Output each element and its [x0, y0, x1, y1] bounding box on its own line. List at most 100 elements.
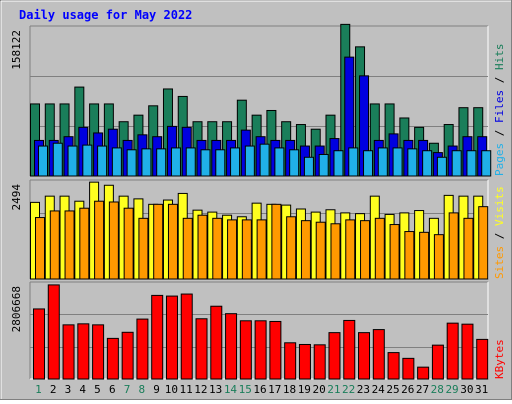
panel-kbytes: 2806668 KBytes — [10, 281, 506, 380]
bar-kbytes-day-18 — [284, 342, 297, 380]
bar-kbytes-day-15 — [239, 320, 252, 380]
x-tick-label-day-10: 10 — [165, 383, 178, 396]
x-tick-label-day-12: 12 — [194, 383, 207, 396]
bar-sites-day-18 — [286, 216, 297, 280]
x-tick-label-day-8: 8 — [138, 383, 145, 396]
bar-pages-day-19 — [303, 156, 314, 177]
bar-kbytes-day-1 — [33, 308, 45, 380]
x-tick-label-day-30: 30 — [460, 383, 473, 396]
bar-sites-day-16 — [256, 219, 267, 280]
bar-sites-day-5 — [94, 200, 105, 280]
bar-kbytes-day-7 — [121, 331, 134, 380]
bar-kbytes-day-8 — [136, 318, 149, 380]
bar-pages-day-11 — [185, 147, 196, 177]
bar-kbytes-day-16 — [254, 320, 267, 380]
bar-pages-day-17 — [274, 147, 285, 177]
bar-kbytes-day-31 — [476, 338, 489, 380]
bar-pages-day-9 — [156, 148, 167, 177]
x-tick-label-day-4: 4 — [79, 383, 86, 396]
bar-kbytes-day-27 — [417, 366, 430, 380]
bar-kbytes-day-23 — [358, 332, 371, 380]
legend-pages: Pages — [493, 143, 506, 176]
legend-visits: Visits — [493, 186, 506, 226]
bar-pages-day-12 — [200, 149, 211, 177]
x-tick-label-day-29: 29 — [445, 383, 458, 396]
x-tick-label-day-24: 24 — [372, 383, 386, 396]
x-tick-label-day-3: 3 — [65, 383, 72, 396]
bar-sites-day-7 — [123, 207, 134, 280]
bar-pages-day-13 — [215, 149, 226, 177]
bar-sites-day-23 — [360, 220, 371, 280]
x-tick-label-day-1: 1 — [35, 383, 42, 396]
bar-kbytes-day-24 — [372, 329, 385, 380]
bar-kbytes-day-10 — [165, 295, 178, 380]
bar-pages-day-2 — [52, 142, 63, 177]
bar-sites-day-11 — [182, 217, 193, 280]
bar-kbytes-day-6 — [106, 337, 119, 380]
bar-kbytes-day-22 — [343, 319, 356, 380]
bar-kbytes-day-14 — [225, 313, 238, 380]
x-tick-label-day-11: 11 — [180, 383, 193, 396]
y-max-label: 2806668 — [10, 286, 23, 332]
bar-pages-day-20 — [318, 153, 329, 177]
bar-sites-day-10 — [167, 203, 178, 280]
x-tick-label-day-6: 6 — [109, 383, 116, 396]
bar-pages-day-16 — [259, 143, 270, 177]
x-tick-label-day-17: 17 — [268, 383, 281, 396]
bar-pages-day-18 — [289, 149, 300, 177]
bar-sites-day-25 — [389, 224, 400, 280]
bar-kbytes-day-21 — [328, 332, 341, 380]
bar-kbytes-day-4 — [77, 323, 90, 380]
bar-sites-day-26 — [404, 231, 415, 280]
panel-hits-files-pages: 158122 Pages / Files / Hits — [10, 23, 506, 177]
x-tick-label-day-19: 19 — [298, 383, 311, 396]
series-legend: KBytes — [493, 339, 506, 379]
bar-sites-day-3 — [64, 210, 75, 280]
series-legend: Pages / Files / Hits — [493, 44, 506, 177]
bar-pages-day-8 — [141, 148, 152, 177]
x-tick-label-day-14: 14 — [224, 383, 238, 396]
bar-pages-day-28 — [436, 156, 447, 177]
bar-pages-day-5 — [97, 145, 108, 177]
bar-pages-day-31 — [481, 150, 492, 177]
x-tick-label-day-9: 9 — [153, 383, 160, 396]
x-tick-label-day-5: 5 — [94, 383, 101, 396]
x-tick-label-day-28: 28 — [431, 383, 444, 396]
x-tick-label-day-16: 16 — [253, 383, 266, 396]
bar-kbytes-day-5 — [92, 324, 105, 380]
x-tick-label-day-20: 20 — [312, 383, 325, 396]
bar-sites-day-12 — [197, 214, 208, 280]
bar-sites-day-24 — [374, 217, 385, 280]
bar-sites-day-31 — [478, 206, 489, 280]
bar-sites-day-13 — [212, 217, 223, 280]
bar-sites-day-1 — [35, 217, 45, 280]
bar-kbytes-day-3 — [62, 324, 75, 380]
bar-pages-day-25 — [392, 147, 403, 177]
bar-pages-day-27 — [422, 150, 433, 177]
bar-pages-day-3 — [67, 145, 78, 177]
legend-hits: Hits — [493, 44, 506, 71]
y-max-label: 158122 — [10, 30, 23, 70]
legend-sites: Sites — [493, 246, 506, 279]
bar-sites-day-30 — [463, 217, 474, 280]
bar-pages-day-30 — [466, 150, 477, 177]
bar-sites-day-28 — [433, 234, 444, 280]
x-tick-label-day-7: 7 — [124, 383, 131, 396]
bar-kbytes-day-28 — [431, 344, 444, 380]
bar-kbytes-day-29 — [446, 322, 459, 380]
x-tick-label-day-26: 26 — [401, 383, 414, 396]
bar-sites-day-19 — [300, 220, 311, 280]
bar-sites-day-9 — [153, 203, 164, 280]
bar-kbytes-day-17 — [269, 320, 282, 380]
x-tick-label-day-13: 13 — [209, 383, 222, 396]
legend-files: Files — [493, 90, 506, 123]
bar-pages-day-4 — [82, 144, 93, 177]
bar-kbytes-day-11 — [180, 293, 193, 380]
x-tick-label-day-23: 23 — [357, 383, 370, 396]
bar-kbytes-day-9 — [151, 294, 164, 380]
bar-sites-day-22 — [345, 219, 356, 280]
bar-pages-day-22 — [348, 147, 359, 177]
bar-pages-day-10 — [170, 147, 181, 177]
